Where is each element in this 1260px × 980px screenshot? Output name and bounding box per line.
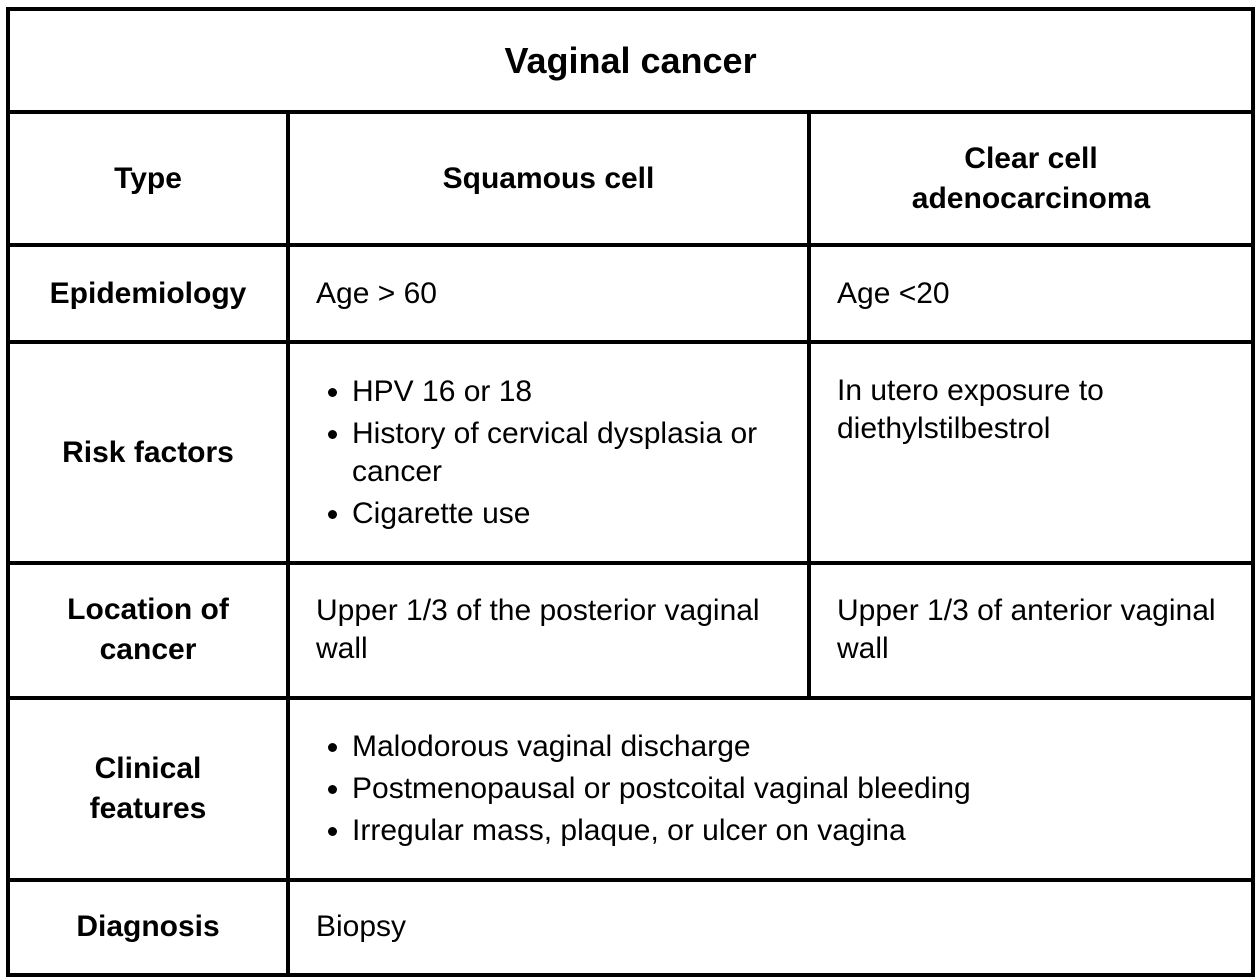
- vaginal-cancer-table: Vaginal cancer Type Squamous cell Clear …: [5, 6, 1256, 978]
- clinical-features-label: Clinical features: [6, 696, 290, 882]
- list-item: Postmenopausal or postcoital vaginal ble…: [352, 770, 1239, 808]
- risk-factors-list: HPV 16 or 18 History of cervical dysplas…: [316, 373, 795, 533]
- clear-cell-header-line2: adenocarcinoma: [911, 181, 1151, 215]
- location-label-line1: Location of: [67, 593, 229, 627]
- list-item: History of cervical dysplasia or cancer: [352, 415, 795, 491]
- diagnosis-label: Diagnosis: [6, 877, 290, 978]
- epidemiology-label: Epidemiology: [6, 243, 290, 345]
- clinical-features-label-line2: features: [89, 792, 207, 826]
- location-clear-cell: Upper 1/3 of anterior vaginal wall: [806, 560, 1256, 701]
- list-item: Malodorous vaginal discharge: [352, 728, 1239, 766]
- clinical-features-label-line1: Clinical: [94, 752, 202, 786]
- location-row: Location of cancer Upper 1/3 of the post…: [6, 560, 1256, 701]
- clinical-features-cell: Malodorous vaginal discharge Postmenopau…: [285, 696, 1256, 882]
- list-item: HPV 16 or 18: [352, 373, 795, 411]
- risk-factors-row: Risk factors HPV 16 or 18 History of cer…: [6, 340, 1256, 565]
- location-label: Location of cancer: [6, 560, 290, 701]
- location-label-line2: cancer: [99, 633, 197, 667]
- clinical-features-list: Malodorous vaginal discharge Postmenopau…: [316, 728, 1239, 850]
- diagnosis-row: Diagnosis Biopsy: [6, 877, 1256, 978]
- table-title: Vaginal cancer: [5, 6, 1256, 115]
- list-item: Irregular mass, plaque, or ulcer on vagi…: [352, 812, 1239, 850]
- clear-cell-header-line1: Clear cell: [964, 141, 1098, 175]
- epidemiology-clear-cell: Age <20: [806, 243, 1256, 345]
- clinical-features-row: Clinical features Malodorous vaginal dis…: [6, 696, 1256, 882]
- risk-factors-squamous: HPV 16 or 18 History of cervical dysplas…: [286, 340, 811, 565]
- epidemiology-row: Epidemiology Age > 60 Age <20: [6, 243, 1256, 345]
- diagnosis-value: Biopsy: [285, 877, 1256, 978]
- risk-factors-clear-cell: In utero exposure to diethylstilbestrol: [806, 340, 1256, 565]
- table-header-row: Type Squamous cell Clear cell adenocarci…: [6, 110, 1256, 248]
- risk-factors-label: Risk factors: [6, 340, 290, 565]
- epidemiology-squamous: Age > 60: [286, 243, 811, 345]
- list-item: Cigarette use: [352, 495, 795, 533]
- location-squamous: Upper 1/3 of the posterior vaginal wall: [286, 560, 811, 701]
- type-label: Type: [6, 110, 290, 248]
- squamous-cell-header: Squamous cell: [286, 110, 811, 248]
- clear-cell-header: Clear cell adenocarcinoma: [806, 110, 1256, 248]
